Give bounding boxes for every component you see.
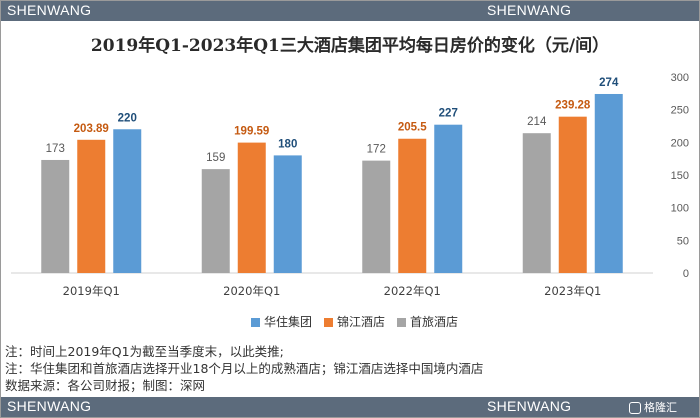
data-label-shoulv-1: 159 [206, 152, 225, 164]
data-label-shoulv-3: 214 [527, 116, 547, 128]
data-label-huazhu-2: 227 [439, 108, 458, 120]
legend-huazhu: 华住集团 [251, 313, 312, 330]
y-tick-label-0: 0 [683, 268, 689, 280]
legend-swatch-huazhu [251, 318, 260, 327]
legend-swatch-shoulv [397, 318, 406, 327]
bar-jinjiang-3 [558, 116, 587, 273]
bar-shoulv-1 [201, 169, 230, 273]
legend-label-shoulv: 首旅酒店 [410, 315, 459, 329]
chart-title: 2019年Q1-2023年Q1三大酒店集团平均每日房价的变化（元/间） [90, 36, 610, 56]
bottom-watermark-band: SHENWANG SHENWANG [1, 397, 699, 417]
watermark-right: SHENWANG [487, 2, 572, 18]
data-label-shoulv-0: 173 [46, 143, 65, 155]
data-label-jinjiang-0: 203.89 [74, 123, 109, 135]
y-tick-label-6: 300 [671, 72, 689, 84]
legend-shoulv: 首旅酒店 [397, 313, 458, 330]
data-label-jinjiang-3: 239.28 [555, 100, 591, 112]
footnote-3: 数据来源：各公司财报；制图：深网 [5, 378, 206, 393]
logo-text: 格隆汇 [644, 401, 677, 414]
data-label-huazhu-0: 220 [118, 112, 137, 124]
legend-label-huazhu: 华住集团 [264, 315, 313, 329]
footnote-1: 注：时间上2019年Q1为截至当季度末，以此类推; [5, 344, 284, 359]
watermark-left: SHENWANG [7, 2, 92, 18]
footnotes: 注：时间上2019年Q1为截至当季度末，以此类推; 注：华住集团和首旅酒店选择开… [5, 343, 483, 394]
legend-swatch-jinjiang [324, 318, 333, 327]
y-tick-label-1: 50 [677, 235, 689, 247]
data-label-huazhu-1: 180 [278, 138, 297, 150]
y-tick-label-3: 150 [671, 170, 689, 182]
bar-shoulv-3 [522, 133, 551, 273]
logo-icon [629, 402, 641, 414]
bar-jinjiang-2 [398, 138, 427, 273]
bar-huazhu-0 [113, 129, 142, 273]
legend-label-jinjiang: 锦江酒店 [337, 315, 386, 329]
data-label-jinjiang-1: 199.59 [234, 126, 269, 138]
legend-jinjiang: 锦江酒店 [324, 313, 385, 330]
bar-huazhu-1 [273, 155, 302, 273]
data-label-shoulv-2: 172 [367, 144, 386, 156]
top-watermark-band: SHENWANG SHENWANG [1, 1, 699, 21]
gelonghui-logo: 格隆汇 [629, 399, 677, 415]
bar-jinjiang-1 [237, 142, 266, 273]
y-tick-label-2: 100 [671, 203, 689, 215]
x-tick-label-1: 2020年Q1 [223, 284, 280, 298]
x-tick-label-3: 2023年Q1 [544, 284, 601, 298]
data-label-jinjiang-2: 205.5 [398, 122, 427, 134]
y-tick-label-4: 200 [671, 137, 689, 149]
y-tick-label-5: 250 [671, 105, 689, 117]
bar-shoulv-0 [41, 159, 70, 273]
watermark-left-bottom: SHENWANG [7, 398, 92, 414]
bar-huazhu-3 [594, 93, 623, 273]
x-tick-label-2: 2022年Q1 [384, 284, 441, 298]
data-label-huazhu-3: 274 [599, 77, 619, 89]
x-tick-label-0: 2019年Q1 [63, 284, 120, 298]
bar-chart: 0 50 100 150 200 250 300 173 203.89 220 2019年Q1 159… [11, 72, 689, 298]
bar-jinjiang-0 [77, 139, 106, 273]
watermark-right-bottom: SHENWANG [487, 398, 572, 414]
footnote-2: 注：华住集团和首旅酒店选择开业18个月以上的成熟酒店；锦江酒店选择中国境内酒店 [5, 361, 484, 376]
bar-shoulv-2 [362, 160, 391, 273]
bar-huazhu-2 [434, 124, 463, 274]
